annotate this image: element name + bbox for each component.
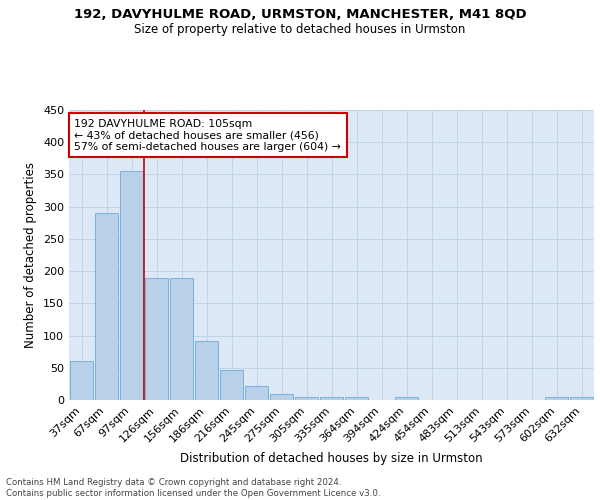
Bar [70,362,94,400]
Bar [320,397,343,400]
Bar [119,170,143,400]
Bar [145,278,169,400]
Y-axis label: Number of detached properties: Number of detached properties [25,162,37,348]
Bar [569,397,593,400]
Text: Size of property relative to detached houses in Urmston: Size of property relative to detached ho… [134,22,466,36]
Bar [170,278,193,400]
Bar [295,397,319,400]
Bar [194,340,218,400]
Text: 192, DAVYHULME ROAD, URMSTON, MANCHESTER, M41 8QD: 192, DAVYHULME ROAD, URMSTON, MANCHESTER… [74,8,526,20]
Bar [95,213,118,400]
Bar [344,397,368,400]
Bar [545,397,568,400]
Bar [269,394,293,400]
Bar [220,370,244,400]
Text: Contains HM Land Registry data © Crown copyright and database right 2024.
Contai: Contains HM Land Registry data © Crown c… [6,478,380,498]
X-axis label: Distribution of detached houses by size in Urmston: Distribution of detached houses by size … [180,452,483,465]
Text: 192 DAVYHULME ROAD: 105sqm
← 43% of detached houses are smaller (456)
57% of sem: 192 DAVYHULME ROAD: 105sqm ← 43% of deta… [74,118,341,152]
Bar [395,397,418,400]
Bar [245,386,268,400]
